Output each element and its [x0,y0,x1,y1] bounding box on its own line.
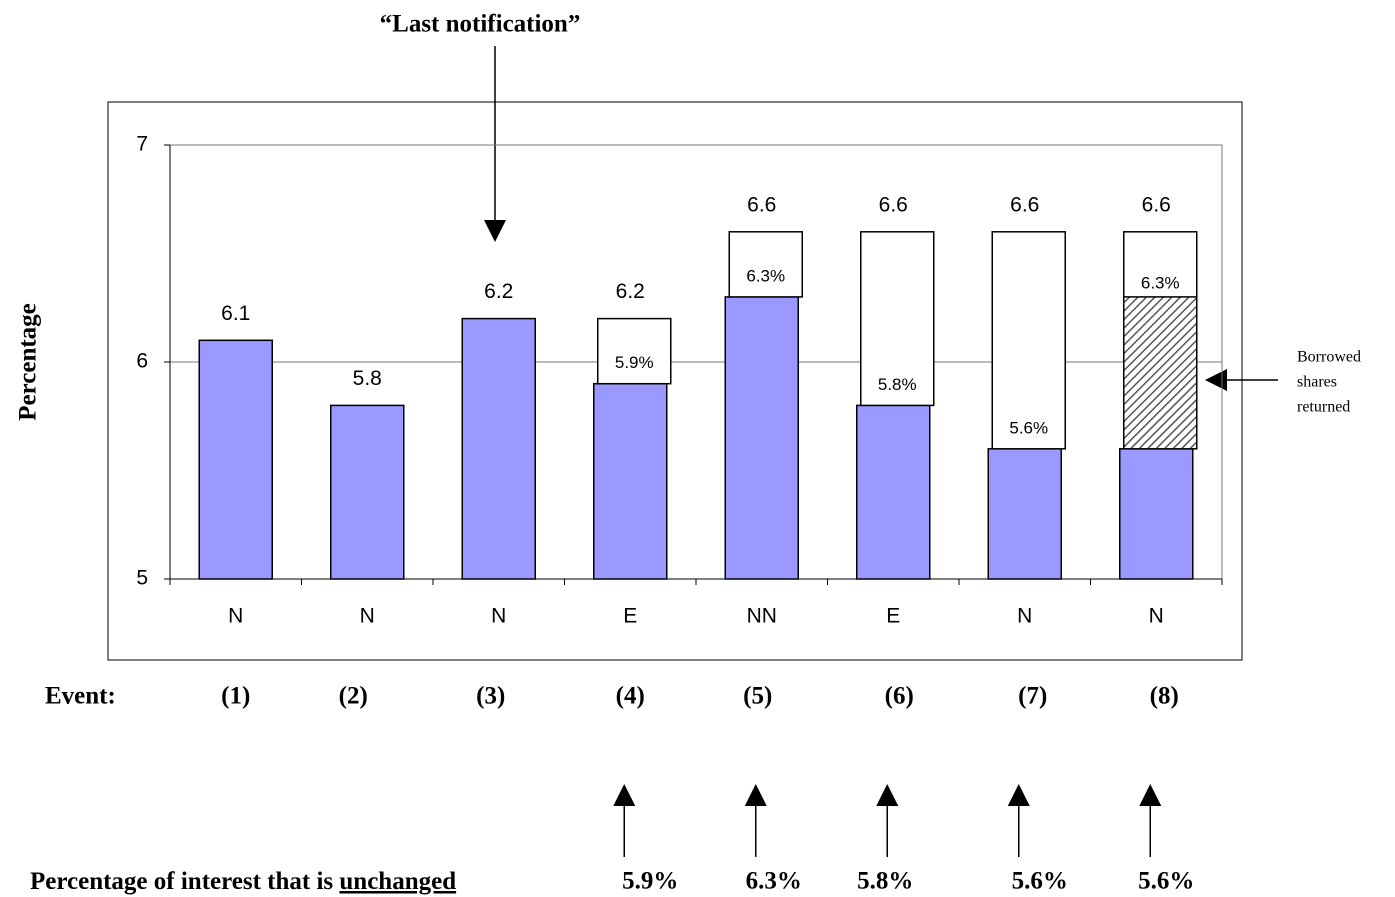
y-tick-label: 6 [136,350,148,373]
event-label: (5) [743,683,772,710]
unchanged-label: 5.6% [1138,868,1194,895]
unchanged-box [860,231,935,407]
value-label: 6.1 [221,302,250,325]
inner-label: 6.3% [746,266,785,285]
x-tick-label: N [228,605,243,628]
bar [198,339,273,580]
y-tick-label: 5 [136,567,148,590]
annotation-side: shares [1297,374,1337,391]
bar [330,404,405,580]
y-axis-label: Percentage [15,303,42,421]
inner-label: 5.9% [615,353,654,372]
value-label: 6.2 [616,280,645,303]
x-tick-label: N [491,605,506,628]
returned-box [1123,296,1198,450]
plot-frame [107,101,1243,661]
events-label: Event: [45,683,116,710]
unchanged-label: 6.3% [746,868,802,895]
value-label: 5.8 [353,367,382,390]
event-label: (2) [339,683,368,710]
value-label: 6.6 [1142,193,1171,216]
unchanged-box [991,231,1066,450]
x-tick-label: NN [747,605,777,628]
inner-label: 6.3% [1141,273,1180,292]
event-label: (6) [885,683,914,710]
unchanged-label: 5.6% [1012,868,1068,895]
x-tick-label: N [360,605,375,628]
x-tick-label: E [623,605,637,628]
bar [1119,448,1194,580]
event-label: (3) [476,683,505,710]
inner-label: 5.6% [1009,418,1048,437]
x-tick-label: N [1149,605,1164,628]
unchanged-label: 5.9% [622,868,678,895]
event-label: (7) [1018,683,1047,710]
value-label: 6.6 [879,193,908,216]
annotation-side: returned [1297,399,1350,416]
bar [593,382,668,580]
bottom-label-text: Percentage of interest that is [30,868,333,895]
bar [987,448,1062,580]
unchanged-box [597,317,672,385]
bar [461,317,536,580]
event-label: (1) [221,683,250,710]
value-label: 6.6 [1010,193,1039,216]
x-tick-label: E [886,605,900,628]
bottom-label-emph: unchanged [339,868,456,895]
inner-label: 5.8% [878,375,917,394]
unchanged-box [728,231,803,298]
bar [724,296,799,580]
value-label: 6.2 [484,280,513,303]
value-label: 6.6 [747,193,776,216]
x-tick-label: N [1017,605,1032,628]
unchanged-label: 5.8% [857,868,913,895]
annotation-top: “Last notification” [380,11,581,38]
bottom-label: Percentage of interest that is unchanged [30,868,456,895]
bar [856,404,931,580]
event-label: (8) [1150,683,1179,710]
y-tick-label: 7 [136,133,148,156]
annotation-side: Borrowed [1297,349,1361,366]
event-label: (4) [616,683,645,710]
